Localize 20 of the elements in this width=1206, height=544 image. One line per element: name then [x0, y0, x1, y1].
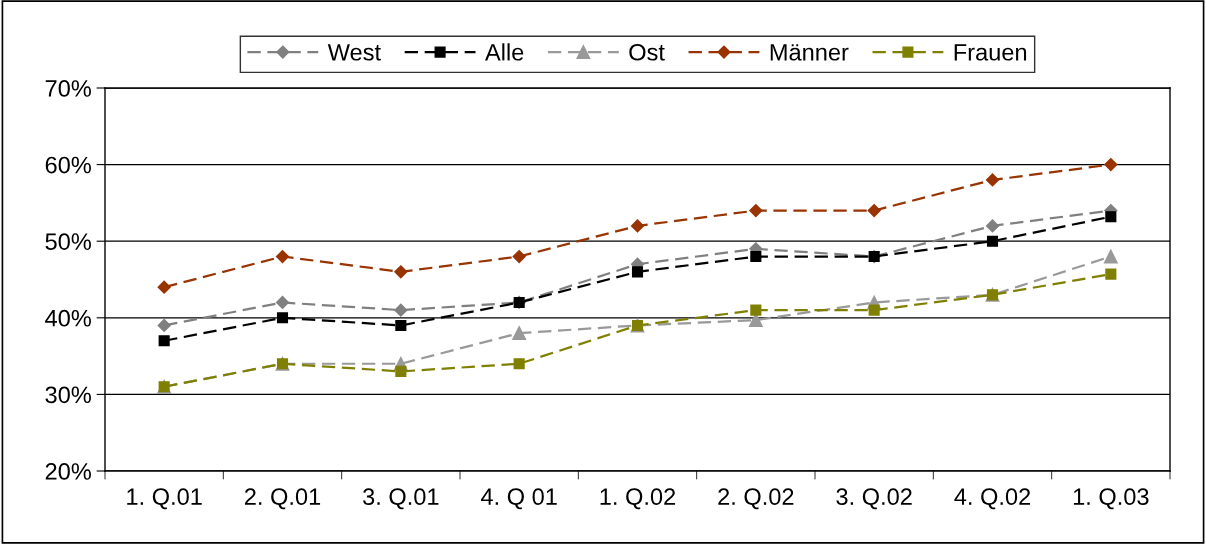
legend-label: West: [327, 44, 381, 61]
x-tick-label: 2. Q.02: [718, 488, 794, 510]
x-tick-label: 4. Q 01: [480, 488, 557, 510]
x-tick-label: 3. Q.02: [836, 488, 912, 510]
x-tick-label: 1. Q.02: [600, 488, 676, 510]
legend-label: Männer: [770, 44, 849, 61]
y-tick-label: 50%: [45, 233, 91, 250]
legend-label: Alle: [485, 43, 524, 61]
x-tick-label: 4. Q.02: [954, 488, 1031, 510]
y-tick-label: 60%: [45, 156, 91, 174]
y-tick-label: 70%: [45, 80, 91, 97]
x-tick-label: 3. Q.01: [363, 488, 439, 510]
legend-label: Ost: [629, 43, 665, 61]
y-tick-label: 40%: [45, 309, 91, 327]
x-tick-label: 1. Q.03: [1073, 488, 1149, 510]
x-tick-label: 1. Q.01: [127, 488, 202, 510]
x-tick-label: 2. Q.01: [244, 488, 321, 510]
legend-label: Frauen: [954, 44, 1027, 61]
y-tick-label: 20%: [45, 463, 91, 480]
y-tick-label: 30%: [45, 386, 91, 404]
